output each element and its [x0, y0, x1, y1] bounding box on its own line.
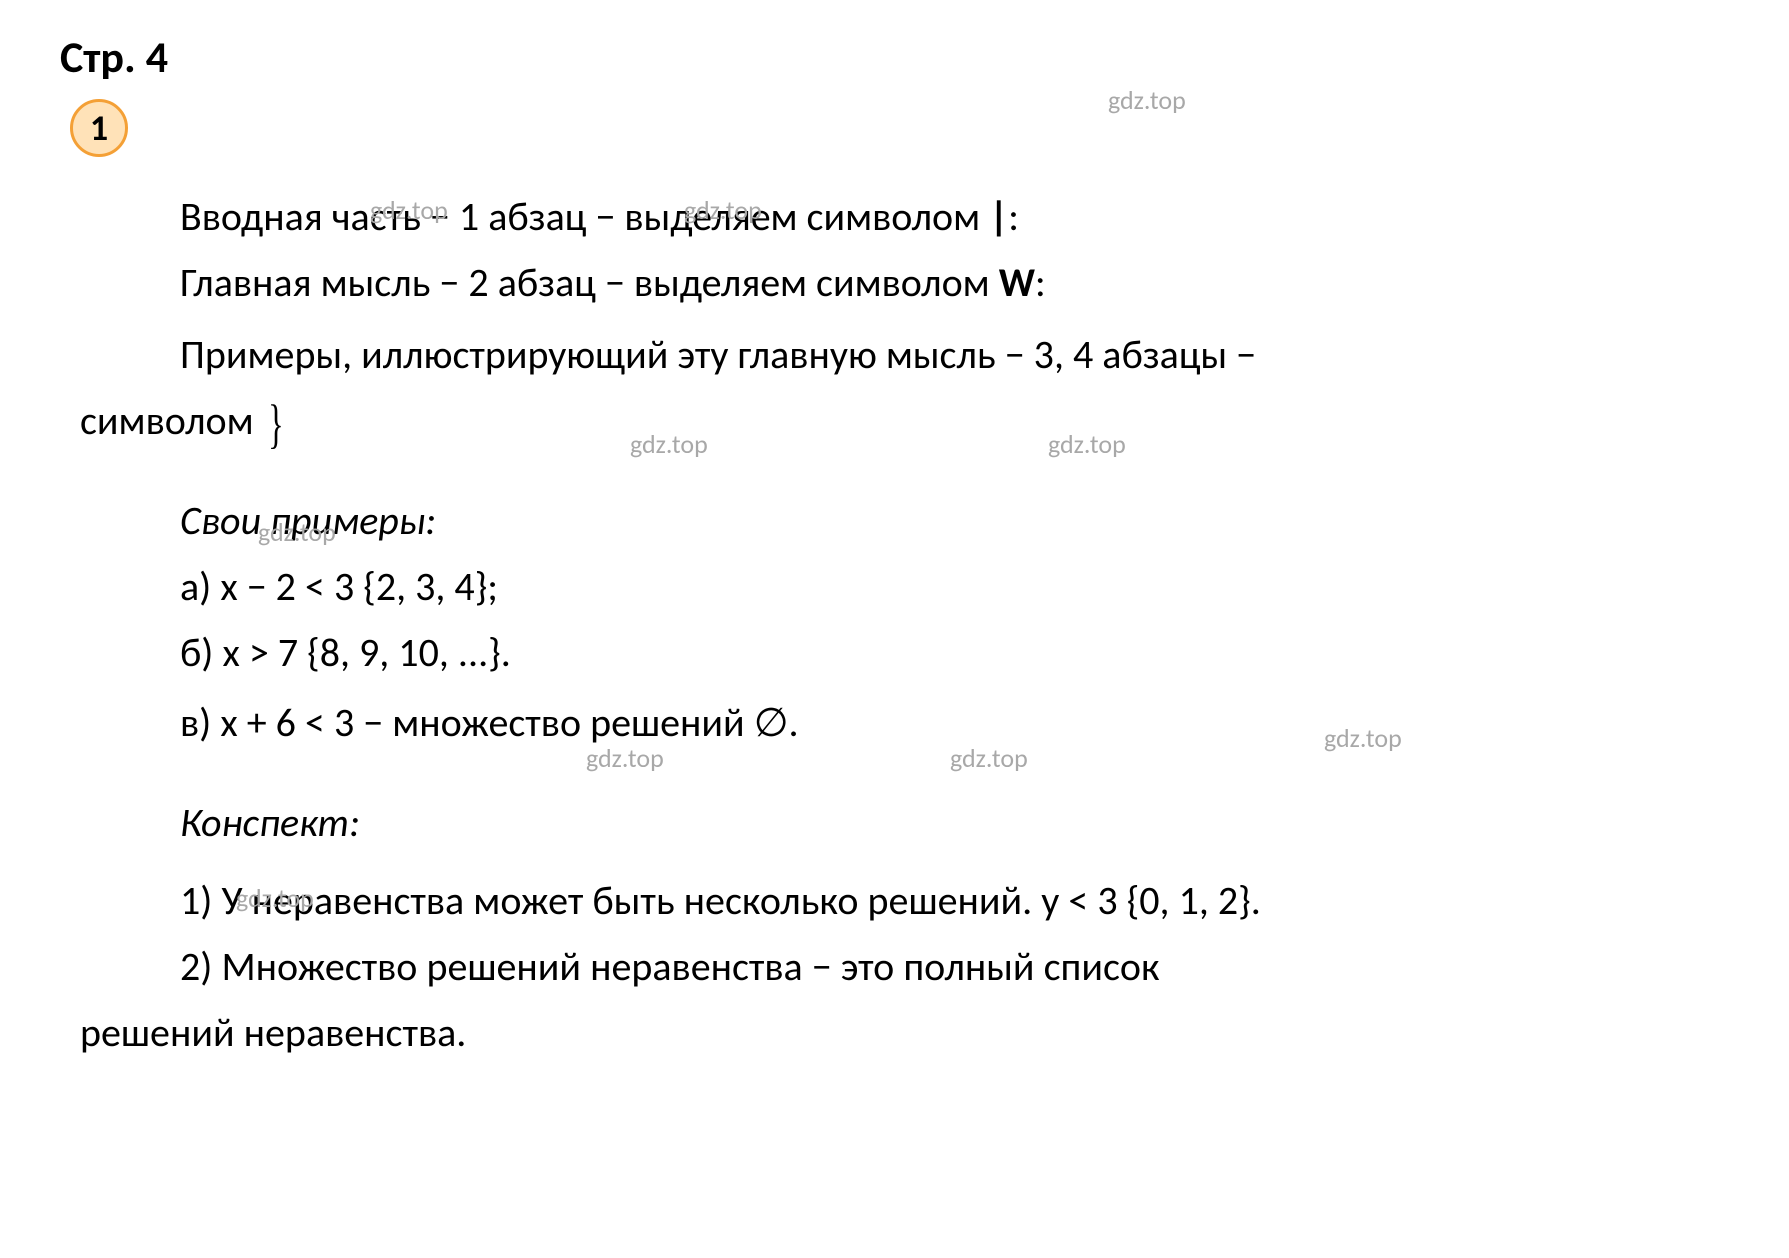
summary-heading: Конспект: — [180, 793, 1669, 853]
vertical-bar-symbol: | — [989, 192, 1008, 241]
watermark-text: gdz.top — [1108, 84, 1186, 116]
exercise-number-badge: 1 — [70, 99, 128, 157]
intro-line-3b: символом } — [80, 391, 1669, 451]
examples-heading: Свои примеры: — [180, 491, 1669, 551]
curly-brace-symbol: } — [268, 403, 284, 446]
intro-suffix-1: : — [1008, 192, 1019, 241]
page-title: Стр. 4 — [60, 30, 1729, 84]
intro-line-1: Вводная часть − 1 абзац − выделяем симво… — [180, 187, 1669, 247]
intro-suffix-2: : — [1035, 258, 1046, 307]
summary-1: 1) У неравенства может быть несколько ре… — [180, 871, 1669, 931]
badge-number: 1 — [90, 106, 108, 150]
example-c: в) x + 6 < 3 − множество решений ∅. — [180, 693, 1669, 753]
intro-text-3b: символом — [80, 396, 263, 445]
intro-text-2: Главная мысль − 2 абзац − выделяем симво… — [180, 258, 999, 307]
example-b: б) x > 7 {8, 9, 10, ...}. — [180, 623, 1669, 683]
intro-line-2: Главная мысль − 2 абзац − выделяем симво… — [180, 253, 1669, 313]
intro-line-3a: Примеры, иллюстрирующий эту главную мысл… — [180, 325, 1669, 385]
summary-2a: 2) Множество решений неравенства − это п… — [180, 937, 1669, 997]
content-body: Вводная часть − 1 абзац − выделяем симво… — [60, 187, 1729, 1063]
example-a: а) x − 2 < 3 {2, 3, 4}; — [180, 557, 1669, 617]
summary-2b: решений неравенства. — [80, 1003, 1669, 1063]
intro-text-1: Вводная часть − 1 абзац − выделяем симво… — [180, 192, 989, 241]
w-symbol: W — [999, 258, 1035, 307]
